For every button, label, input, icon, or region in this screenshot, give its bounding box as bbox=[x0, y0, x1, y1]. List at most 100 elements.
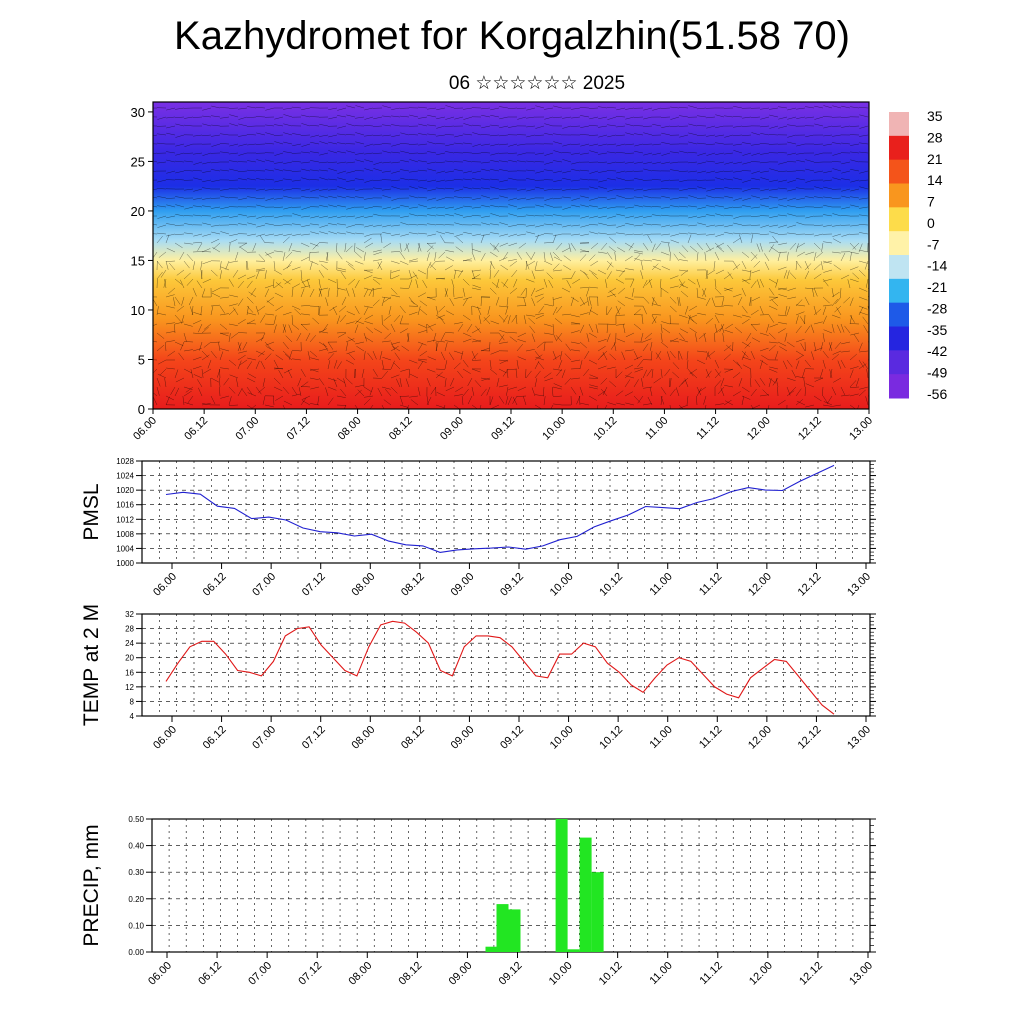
wind-barb bbox=[220, 215, 230, 218]
wind-barb bbox=[805, 215, 815, 219]
wind-barb bbox=[498, 257, 508, 262]
wind-barb bbox=[598, 206, 608, 210]
wind-barb bbox=[571, 197, 581, 201]
wind-barb bbox=[571, 204, 581, 208]
wind-barb bbox=[506, 296, 509, 306]
wind-barb bbox=[588, 107, 599, 109]
wind-barb bbox=[651, 296, 658, 305]
wind-barb bbox=[399, 305, 406, 314]
wind-barb bbox=[255, 386, 262, 395]
wind-barb bbox=[795, 243, 799, 253]
wind-barb bbox=[283, 114, 293, 118]
wind-barb bbox=[489, 368, 498, 375]
wind-barb bbox=[189, 306, 194, 316]
wind-barb bbox=[525, 370, 532, 379]
wind-barb bbox=[364, 179, 374, 183]
wind-barb bbox=[538, 361, 545, 370]
wind-barb bbox=[390, 179, 401, 182]
wind-barb bbox=[515, 315, 518, 325]
wind-barb bbox=[814, 170, 824, 173]
wind-barb bbox=[153, 196, 158, 199]
wind-barb bbox=[642, 338, 652, 343]
wind-barb bbox=[722, 333, 725, 343]
wind-barb bbox=[859, 206, 869, 209]
wind-barb bbox=[234, 251, 239, 261]
wind-barb bbox=[400, 159, 410, 163]
wind-barb bbox=[814, 377, 824, 382]
wind-barb bbox=[399, 260, 409, 265]
x-tick-label: 06.12 bbox=[201, 724, 229, 752]
wind-barb bbox=[841, 161, 851, 165]
wind-barb bbox=[655, 352, 662, 361]
wind-barb bbox=[849, 386, 860, 388]
wind-barb bbox=[472, 143, 482, 147]
wind-barb bbox=[778, 125, 788, 129]
wind-barb bbox=[274, 250, 284, 253]
wind-barb bbox=[363, 306, 369, 316]
wind-barb bbox=[153, 233, 158, 235]
wind-barb bbox=[165, 340, 175, 343]
wind-barb bbox=[463, 205, 473, 208]
wind-barb bbox=[526, 178, 536, 181]
wind-barb bbox=[543, 251, 546, 261]
wind-barb bbox=[462, 368, 471, 374]
wind-barb bbox=[490, 350, 500, 355]
wind-barb bbox=[823, 278, 833, 282]
wind-barb bbox=[621, 351, 626, 361]
wind-barb bbox=[688, 195, 698, 199]
wind-barb bbox=[228, 278, 234, 287]
wind-barb bbox=[732, 359, 740, 367]
wind-barb bbox=[678, 379, 685, 388]
wind-barb bbox=[490, 169, 500, 172]
wind-barb bbox=[606, 293, 616, 298]
wind-barb bbox=[847, 279, 851, 289]
wind-barb bbox=[696, 142, 707, 145]
wind-barb bbox=[689, 305, 698, 311]
wind-barb bbox=[733, 177, 743, 181]
wind-barb bbox=[256, 178, 266, 181]
wind-barb bbox=[471, 359, 482, 361]
wind-barb bbox=[345, 245, 353, 253]
wind-barb bbox=[300, 368, 306, 377]
wind-barb bbox=[833, 264, 842, 271]
wind-barb bbox=[633, 251, 643, 255]
wind-barb bbox=[814, 152, 824, 156]
wind-barb bbox=[292, 213, 302, 217]
wind-barb bbox=[153, 224, 158, 226]
wind-barb bbox=[760, 107, 770, 110]
y-tick-label: 25 bbox=[131, 154, 145, 169]
wind-barb bbox=[742, 278, 752, 282]
wind-barb bbox=[237, 298, 244, 307]
wind-barb bbox=[633, 254, 641, 262]
wind-barb bbox=[156, 188, 167, 190]
wind-barb bbox=[732, 188, 743, 190]
wind-barb bbox=[188, 296, 194, 306]
wind-barb bbox=[520, 287, 527, 296]
wind-barb bbox=[525, 287, 527, 298]
wind-barb bbox=[746, 332, 752, 341]
wind-barb bbox=[750, 280, 757, 289]
wind-barb bbox=[202, 115, 212, 118]
wind-barb bbox=[687, 234, 692, 244]
wind-barb bbox=[787, 205, 797, 208]
wind-barb bbox=[536, 296, 545, 303]
wind-barb bbox=[174, 160, 185, 163]
wind-barb bbox=[220, 395, 230, 399]
wind-barb bbox=[170, 386, 176, 395]
wind-barb bbox=[174, 321, 184, 325]
wind-barb bbox=[580, 215, 590, 219]
wind-barb bbox=[615, 278, 625, 284]
wind-barb bbox=[841, 350, 851, 353]
wind-barb bbox=[680, 269, 689, 276]
wind-barb bbox=[166, 247, 176, 253]
wind-barb bbox=[498, 134, 509, 137]
wind-barb bbox=[237, 170, 248, 173]
wind-barb bbox=[264, 270, 267, 280]
wind-barb bbox=[157, 205, 167, 208]
wind-barb bbox=[345, 359, 355, 365]
wind-barb bbox=[273, 188, 284, 190]
wind-barb bbox=[697, 115, 707, 118]
wind-barb bbox=[372, 249, 382, 253]
wind-barb bbox=[544, 152, 554, 156]
